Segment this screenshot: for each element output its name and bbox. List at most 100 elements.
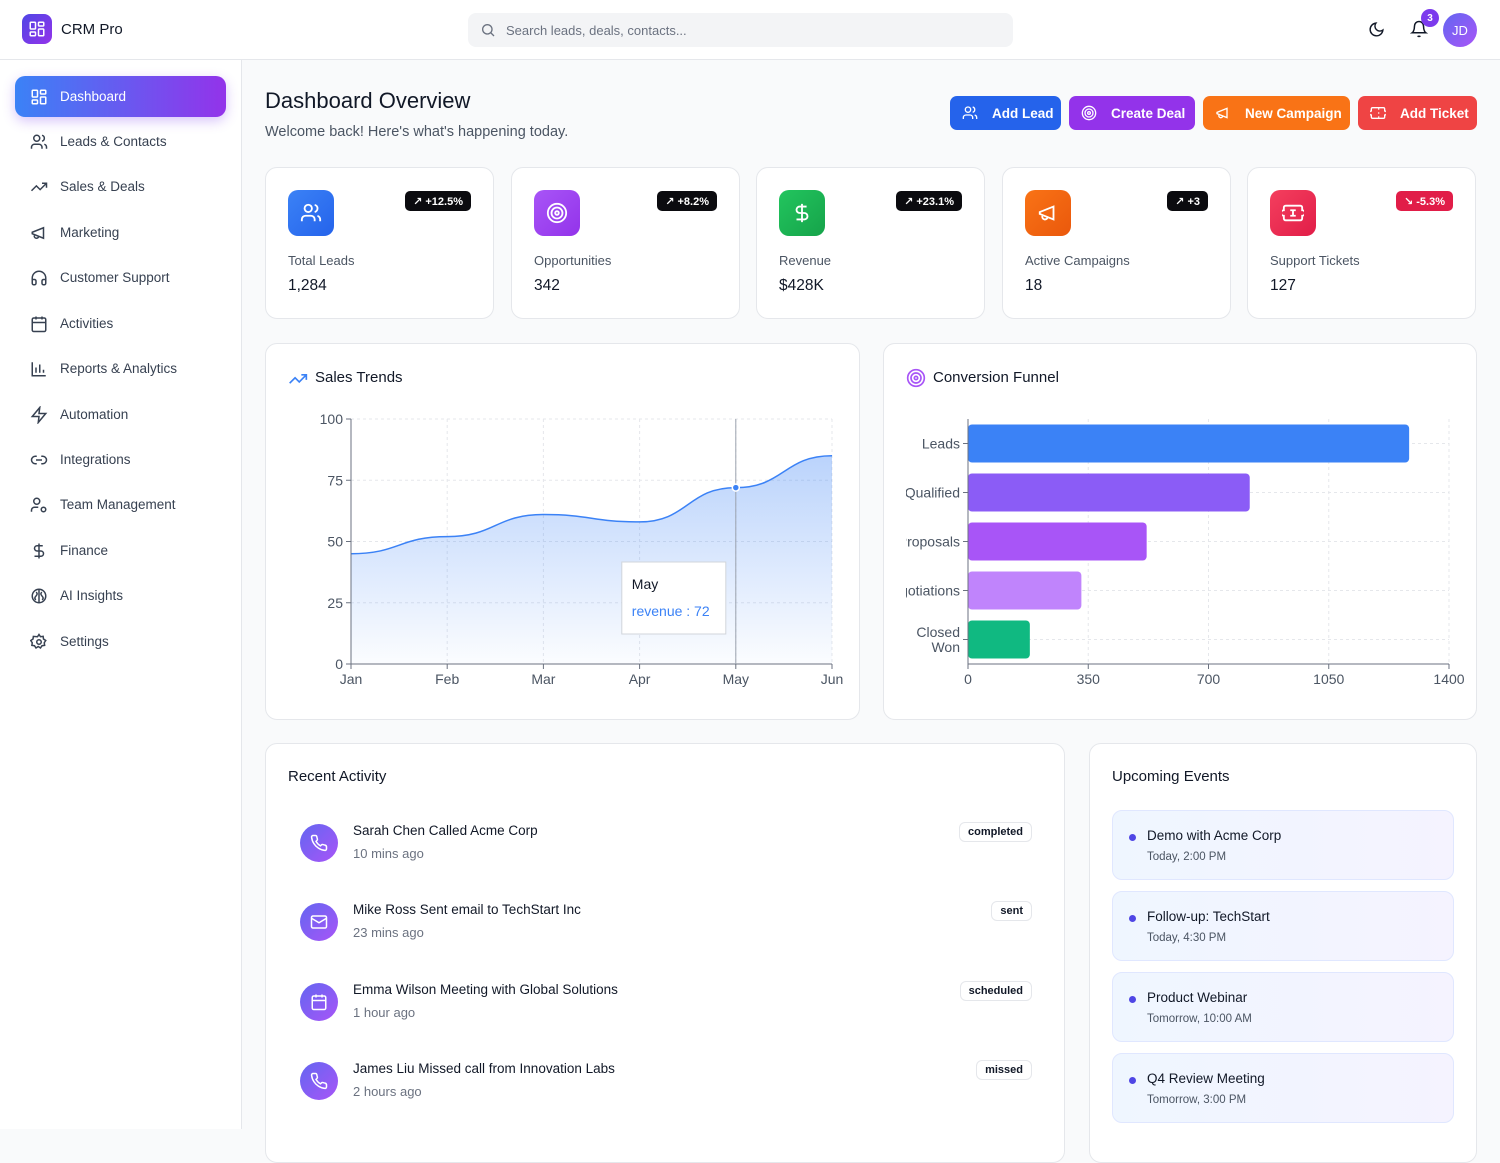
new-campaign-label: New Campaign [1245,105,1342,121]
y-tick-label-line: Proposals [898,534,960,550]
sidebar-item-dashboard[interactable]: Dashboard [15,76,226,117]
status-badge: sent [991,901,1032,921]
event-time: Today, 4:30 PM [1147,932,1227,944]
list-item[interactable]: Mike Ross Sent email to TechStart Inc 23… [300,899,1032,959]
list-item[interactable]: James Liu Missed call from Innovation La… [300,1058,1032,1118]
x-tick-label: 350 [1077,671,1101,687]
stat-card-revenue[interactable]: ↗ +23.1% Revenue $428K [756,167,985,319]
x-tick-label: 1400 [1433,671,1464,687]
sidebar-item-customer-support[interactable]: Customer Support [15,257,226,298]
sidebar-item-marketing[interactable]: Marketing [15,212,226,253]
upcoming-events-title: Upcoming Events [1112,768,1230,785]
stat-card-active-campaigns[interactable]: ↗ +3 Active Campaigns 18 [1002,167,1231,319]
ticket-icon [1270,190,1316,236]
gear-icon [30,632,47,649]
page-title: Dashboard Overview [265,88,471,113]
bell-icon [1409,20,1429,38]
sidebar-item-leads-contacts[interactable]: Leads & Contacts [15,121,226,162]
x-tick-label: Jun [821,671,844,687]
x-tick-label: Mar [531,671,555,687]
event-item[interactable]: Q4 Review Meeting Tomorrow, 3:00 PM [1112,1053,1454,1123]
sidebar-item-ai-insights[interactable]: AI Insights [15,575,226,616]
sidebar-item-activities[interactable]: Activities [15,303,226,344]
stat-value: $428K [779,277,824,294]
add-lead-button[interactable]: Add Lead [950,96,1061,130]
conversion-funnel-chart[interactable]: 0 350 700 1050 1400 Leads Qualified Proposals Ne… [884,404,1476,704]
y-tick-label-line: Closed [916,624,960,640]
stat-label: Total Leads [288,253,355,268]
activity-time: 2 hours ago [353,1084,422,1099]
x-tick-label: 700 [1197,671,1221,687]
search-input[interactable] [506,13,996,47]
dark-mode-toggle[interactable] [1368,21,1385,43]
sidebar-item-label: Leads & Contacts [60,134,167,149]
calendar-icon [31,316,47,332]
y-tick-label: Closed Won [916,624,960,655]
search-icon [482,24,495,37]
event-dot-icon [1129,996,1136,1003]
sidebar-item-finance[interactable]: Finance [15,530,226,571]
sidebar-item-integrations[interactable]: Integrations [15,439,226,480]
sales-trends-chart[interactable]: 0 25 50 75 100 Jan Feb Mar Apr May Jun May revenue :… [266,404,859,704]
stat-label: Active Campaigns [1025,253,1130,268]
user-avatar[interactable]: JD [1443,13,1477,47]
x-tick-label: Apr [629,671,651,687]
event-item[interactable]: Demo with Acme Corp Today, 2:00 PM [1112,810,1454,880]
y-tick-label: Proposals [898,534,960,550]
status-badge: completed [958,822,1032,842]
y-tick-label: 100 [320,411,344,427]
stat-card-opportunities[interactable]: ↗ +8.2% Opportunities 342 [511,167,740,319]
event-title: Product Webinar [1147,990,1248,1005]
new-campaign-button[interactable]: New Campaign [1203,96,1350,130]
sidebar-item-label: Sales & Deals [60,179,145,194]
funnel-bar [968,522,1147,561]
trending-up-icon [30,182,48,191]
y-tick-label: 0 [335,656,343,672]
event-item[interactable]: Follow-up: TechStart Today, 4:30 PM [1112,891,1454,961]
x-tick-label: 0 [964,671,972,687]
sidebar-item-automation[interactable]: Automation [15,394,226,435]
moon-icon [1369,22,1384,37]
trending-up-icon [289,374,308,384]
megaphone-icon [31,226,45,239]
event-title: Q4 Review Meeting [1147,1071,1265,1086]
search-bar[interactable] [468,13,1013,47]
stat-value: 127 [1270,277,1296,294]
funnel-bar [968,473,1250,512]
list-item[interactable]: Sarah Chen Called Acme Corp 10 mins ago … [300,820,1032,880]
mail-icon [300,903,338,941]
stat-card-support-tickets[interactable]: ↘ -5.3% Support Tickets 127 [1247,167,1476,319]
list-item[interactable]: Emma Wilson Meeting with Global Solution… [300,979,1032,1039]
sidebar: Dashboard Leads & Contacts Sales & Deals… [0,60,242,1129]
sidebar-item-label: AI Insights [60,588,124,603]
notification-badge: 3 [1421,9,1439,27]
sidebar-item-sales-deals[interactable]: Sales & Deals [15,166,226,207]
sidebar-item-label: Finance [60,543,109,558]
notifications-button[interactable] [1409,20,1429,43]
create-deal-label: Create Deal [1111,105,1186,121]
funnel-bar [968,620,1030,659]
add-ticket-button[interactable]: Add Ticket [1358,96,1477,130]
revenue-area [351,455,832,664]
event-title: Demo with Acme Corp [1147,828,1282,843]
sidebar-item-label: Marketing [60,225,120,240]
create-deal-button[interactable]: Create Deal [1069,96,1195,130]
event-item[interactable]: Product Webinar Tomorrow, 10:00 AM [1112,972,1454,1042]
activity-time: 23 mins ago [353,925,424,940]
dollar-icon [779,190,825,236]
status-badge: scheduled [959,981,1032,1001]
y-tick-label: 50 [327,534,343,550]
sidebar-item-label: Team Management [60,497,176,512]
stat-value: 342 [534,277,560,294]
stat-card-total-leads[interactable]: ↗ +12.5% Total Leads 1,284 [265,167,494,319]
sidebar-item-reports-analytics[interactable]: Reports & Analytics [15,348,226,389]
sidebar-item-settings[interactable]: Settings [15,621,226,662]
app-logo-icon[interactable] [22,14,52,44]
sidebar-item-team-management[interactable]: Team Management [15,484,226,525]
add-ticket-label: Add Ticket [1400,105,1469,121]
activity-title: James Liu Missed call from Innovation La… [353,1061,615,1076]
target-icon [534,190,580,236]
y-tick-label: 75 [327,472,343,488]
stat-change-badge: ↗ +12.5% [405,191,471,211]
event-dot-icon [1129,915,1136,922]
